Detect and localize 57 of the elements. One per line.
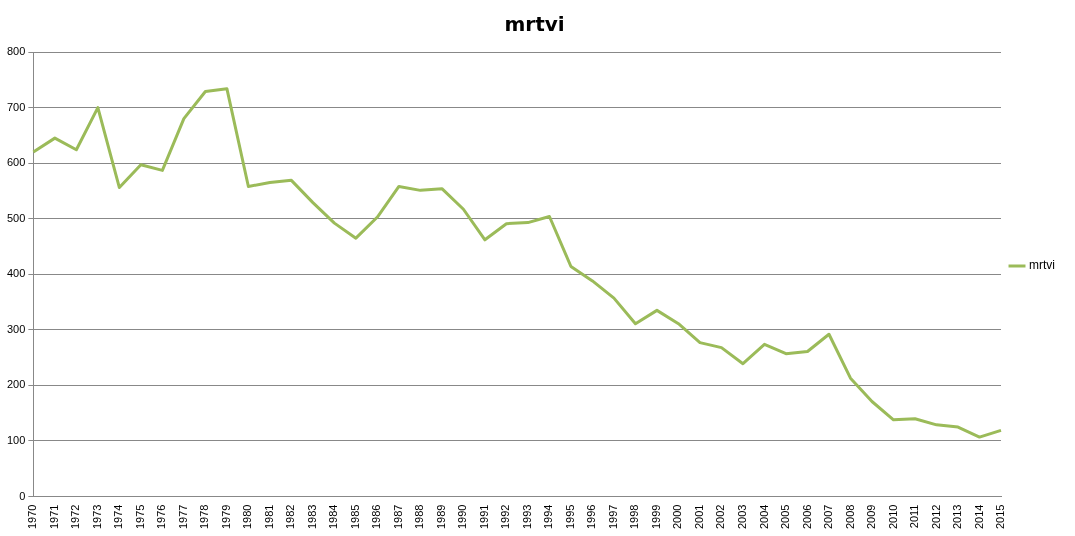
y-tick-label: 800 [6,45,26,58]
x-tick-label: 1998 [628,504,641,530]
x-tick-label: 1987 [391,504,404,530]
x-tick-label: 2009 [865,504,878,530]
x-tick-label: 1977 [176,504,189,530]
y-tick-label: 400 [6,267,26,280]
x-tick-label: 1980 [241,504,254,530]
x-tick-label: 2006 [800,504,813,530]
x-tick-label: 2008 [843,504,856,530]
x-tick-label: 1994 [542,504,555,530]
x-tick-label: 1981 [262,504,275,530]
x-tick-label: 1986 [370,504,383,530]
x-tick-label: 1985 [348,504,361,530]
x-tick-label: 1972 [69,504,82,530]
x-tick-label: 2010 [886,504,899,530]
x-tick-label: 1990 [456,504,469,530]
x-tick-label: 1971 [47,504,60,530]
x-tick-label: 1992 [499,504,512,530]
x-tick-label: 1974 [112,504,125,530]
x-tick-label: 1988 [413,504,426,530]
x-tick-label: 1979 [219,504,232,530]
y-tick-label: 300 [6,322,26,335]
x-tick-label: 1970 [26,504,39,530]
x-tick-label: 1997 [606,504,619,530]
x-tick-label: 1984 [327,504,340,530]
y-tick-label: 600 [6,156,26,169]
chart-title: mrtvi [504,12,565,37]
x-tick-label: 2007 [822,504,835,530]
x-tick-label: 1999 [649,504,662,530]
y-tick-label: 200 [6,378,26,391]
x-tick-label: 2000 [671,504,684,530]
y-tick-label: 100 [6,433,26,446]
x-tick-label: 2011 [908,504,921,529]
x-tick-label: 2005 [779,504,791,530]
x-tick-label: 1993 [520,504,533,530]
x-tick-label: 1991 [477,504,490,530]
x-tick-label: 2004 [757,504,770,530]
x-tick-label: 2014 [972,504,985,530]
y-tick-label: 500 [6,211,26,224]
y-tick-label: 700 [6,100,26,113]
x-tick-label: 1975 [133,504,146,530]
x-tick-label: 2002 [714,504,727,530]
x-tick-label: 1982 [284,504,297,530]
x-tick-label: 2001 [692,504,705,530]
y-tick-label: 0 [19,489,26,502]
legend-label: mrtvi [1029,258,1056,273]
x-tick-label: 1996 [585,504,598,530]
x-tick-label: 2015 [994,504,1007,530]
x-tick-label: 1973 [90,504,103,530]
x-tick-label: 2013 [951,504,964,530]
x-tick-label: 1995 [563,504,576,530]
x-tick-label: 2003 [736,504,748,530]
x-tick-label: 1976 [155,504,168,530]
x-tick-label: 1978 [198,504,211,530]
x-tick-label: 2012 [929,504,942,530]
x-tick-label: 1983 [305,504,318,530]
x-tick-label: 1989 [434,504,447,530]
